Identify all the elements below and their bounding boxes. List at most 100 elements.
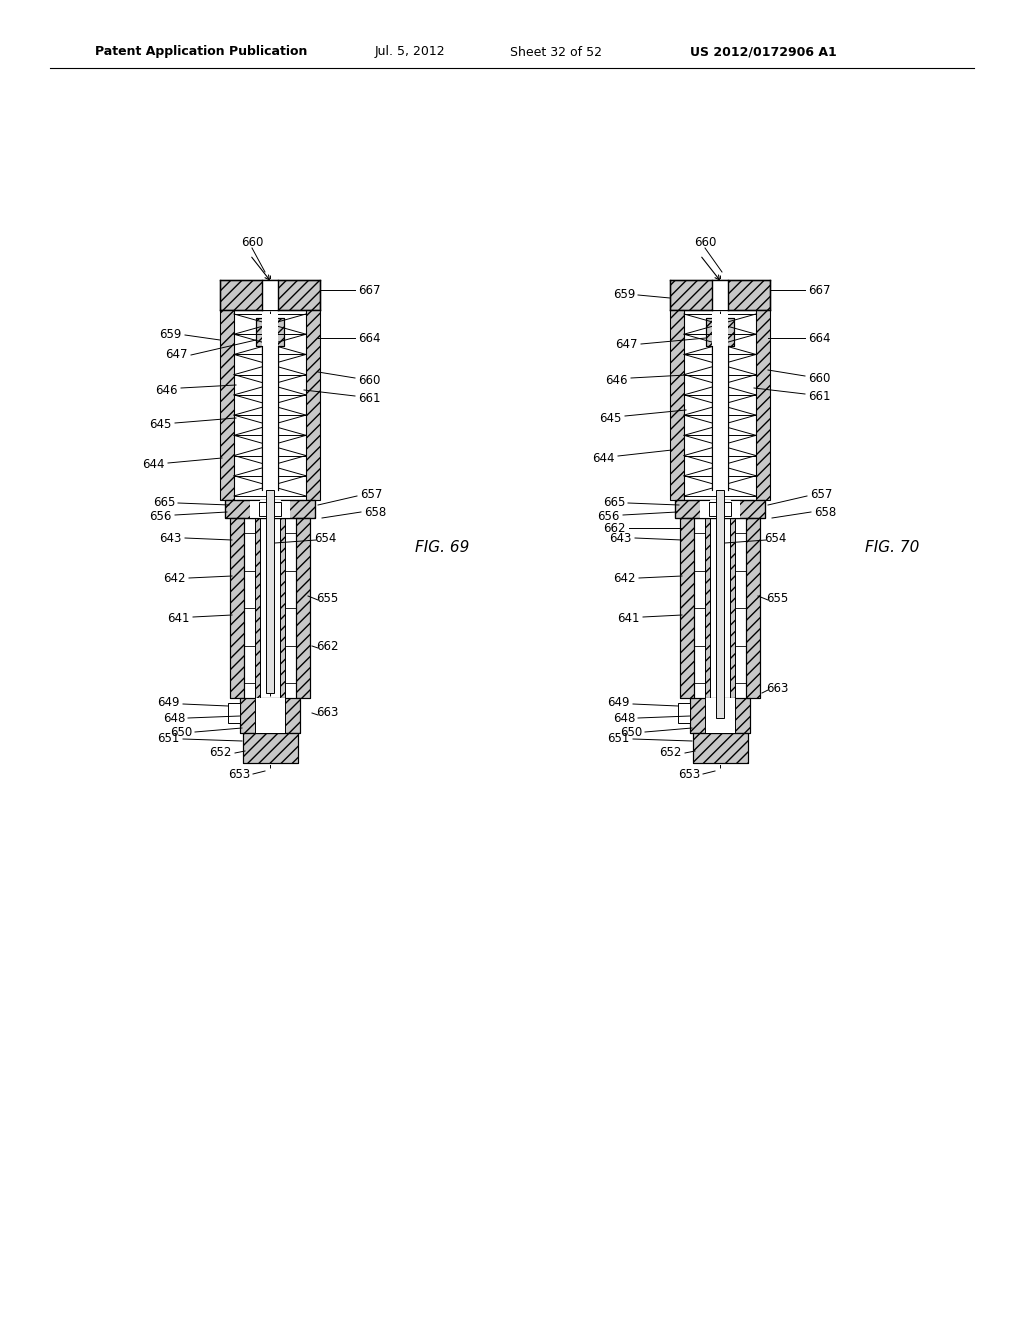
Bar [262, 346, 278, 490]
Text: 654: 654 [314, 532, 336, 544]
Text: 655: 655 [316, 591, 338, 605]
Text: 656: 656 [150, 510, 172, 523]
Bar [296, 517, 310, 698]
Text: 664: 664 [808, 331, 830, 345]
Text: 655: 655 [766, 591, 788, 605]
Bar [712, 314, 728, 496]
Bar [700, 500, 740, 517]
Text: 646: 646 [156, 384, 178, 396]
Text: 653: 653 [678, 768, 700, 781]
Bar [255, 517, 260, 698]
Text: 663: 663 [766, 681, 788, 694]
Bar [706, 318, 734, 346]
Text: 663: 663 [316, 706, 338, 719]
Text: 643: 643 [160, 532, 182, 544]
Bar [262, 346, 278, 490]
Text: 644: 644 [142, 458, 165, 471]
Bar [678, 704, 690, 723]
Bar [705, 517, 710, 698]
Text: 660: 660 [694, 235, 716, 248]
Text: 652: 652 [659, 747, 682, 759]
Text: 652: 652 [210, 747, 232, 759]
Bar [280, 517, 285, 698]
Bar [756, 310, 770, 500]
Text: 647: 647 [615, 338, 638, 351]
Bar [255, 698, 285, 733]
Text: 665: 665 [153, 496, 175, 510]
Text: 659: 659 [612, 289, 635, 301]
Bar [706, 318, 734, 346]
Bar [705, 517, 710, 698]
Text: 644: 644 [593, 451, 615, 465]
Text: FIG. 69: FIG. 69 [415, 540, 469, 556]
Bar [220, 280, 319, 310]
Bar [746, 517, 760, 698]
Bar [690, 698, 750, 733]
Bar [746, 517, 760, 698]
Bar [228, 704, 240, 723]
Text: 661: 661 [358, 392, 381, 404]
Bar [225, 500, 315, 517]
Text: 649: 649 [607, 697, 630, 710]
Bar [693, 733, 748, 763]
Bar [693, 733, 748, 763]
Bar [709, 502, 731, 516]
Bar [243, 733, 298, 763]
Bar [266, 490, 274, 693]
Bar [690, 698, 750, 733]
Text: 658: 658 [814, 506, 837, 519]
Text: 651: 651 [607, 731, 630, 744]
Bar [243, 733, 298, 763]
Bar [280, 517, 285, 698]
Bar [240, 698, 300, 733]
Text: 650: 650 [620, 726, 642, 739]
Text: 667: 667 [808, 284, 830, 297]
Text: 658: 658 [364, 506, 386, 519]
Bar [225, 500, 315, 517]
Text: 657: 657 [360, 488, 382, 502]
Bar [256, 318, 284, 346]
Text: 662: 662 [603, 521, 626, 535]
Text: 660: 660 [358, 374, 380, 387]
Text: 645: 645 [150, 418, 172, 432]
Bar [680, 517, 694, 698]
Bar [220, 310, 234, 500]
Bar [230, 517, 244, 698]
Text: 645: 645 [600, 412, 622, 425]
Bar [250, 500, 290, 517]
Text: 647: 647 [166, 348, 188, 362]
Bar [259, 502, 281, 516]
Text: 660: 660 [241, 235, 263, 248]
Bar [716, 490, 724, 718]
Bar [675, 500, 765, 517]
Bar [240, 698, 300, 733]
Bar [709, 502, 731, 516]
Bar [730, 517, 735, 698]
Text: Jul. 5, 2012: Jul. 5, 2012 [375, 45, 445, 58]
Text: US 2012/0172906 A1: US 2012/0172906 A1 [690, 45, 837, 58]
Text: FIG. 70: FIG. 70 [865, 540, 920, 556]
Text: 665: 665 [603, 496, 625, 510]
Text: Sheet 32 of 52: Sheet 32 of 52 [510, 45, 602, 58]
Text: 642: 642 [613, 572, 636, 585]
Text: 649: 649 [158, 697, 180, 710]
Bar [230, 517, 244, 698]
Text: 662: 662 [316, 639, 339, 652]
Bar [670, 280, 770, 310]
Bar [255, 517, 260, 698]
Text: 648: 648 [612, 711, 635, 725]
Bar [705, 698, 735, 733]
Text: 659: 659 [160, 329, 182, 342]
Bar [712, 346, 728, 490]
Text: 657: 657 [810, 488, 833, 502]
Bar [712, 346, 728, 490]
Bar [712, 280, 728, 310]
Text: Patent Application Publication: Patent Application Publication [95, 45, 307, 58]
Bar [675, 500, 765, 517]
Bar [262, 280, 278, 310]
Bar [670, 310, 684, 500]
Bar [296, 517, 310, 698]
Text: 641: 641 [168, 611, 190, 624]
Text: 641: 641 [617, 611, 640, 624]
Text: 667: 667 [358, 284, 381, 297]
